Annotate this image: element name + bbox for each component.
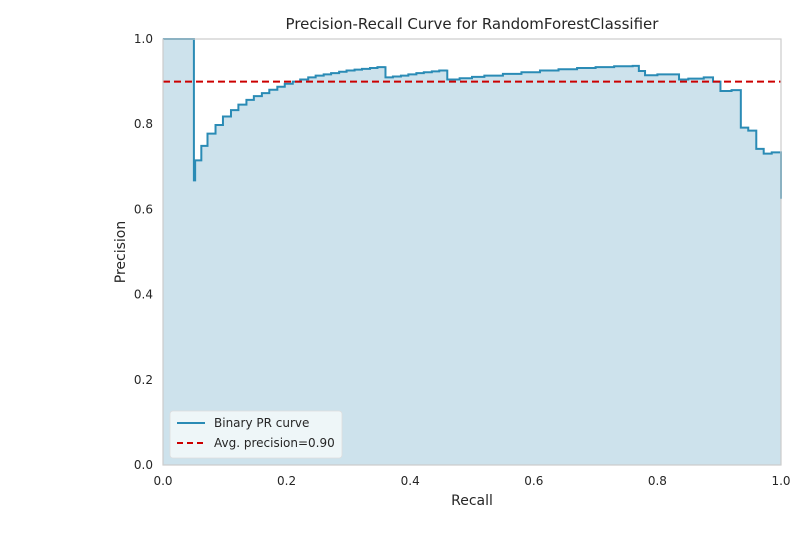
legend: Binary PR curve Avg. precision=0.90 — [169, 410, 343, 459]
plot-frame — [162, 38, 782, 466]
y-axis-label: Precision — [113, 221, 129, 283]
x-tick-label: 0.2 — [277, 474, 296, 488]
legend-label-pr-curve: Binary PR curve — [214, 416, 309, 430]
y-tick-label: 0.2 — [134, 373, 153, 387]
y-tick-label: 0.0 — [134, 458, 153, 472]
y-tick-label: 0.8 — [134, 117, 153, 131]
chart-title: Precision-Recall Curve for RandomForestC… — [286, 15, 660, 33]
pr-curve-fill — [163, 39, 781, 465]
x-tick-label: 0.8 — [648, 474, 667, 488]
x-tick-label: 0.4 — [401, 474, 420, 488]
pr-curve-line — [163, 38, 782, 199]
y-tick-label: 0.6 — [134, 202, 153, 216]
x-tick-label: 0.6 — [524, 474, 543, 488]
legend-label-avg-precision: Avg. precision=0.90 — [214, 436, 335, 450]
y-tick-label: 1.0 — [134, 32, 153, 46]
x-axis-ticks: 0.0 0.2 0.4 0.6 0.8 1.0 — [153, 474, 790, 488]
y-tick-label: 0.4 — [134, 288, 153, 302]
x-tick-label: 1.0 — [771, 474, 790, 488]
plot-area — [162, 38, 782, 466]
legend-box — [169, 410, 343, 459]
x-axis-label: Recall — [451, 493, 493, 509]
x-tick-label: 0.0 — [153, 474, 172, 488]
y-axis-ticks: 0.0 0.2 0.4 0.6 0.8 1.0 — [134, 32, 153, 472]
